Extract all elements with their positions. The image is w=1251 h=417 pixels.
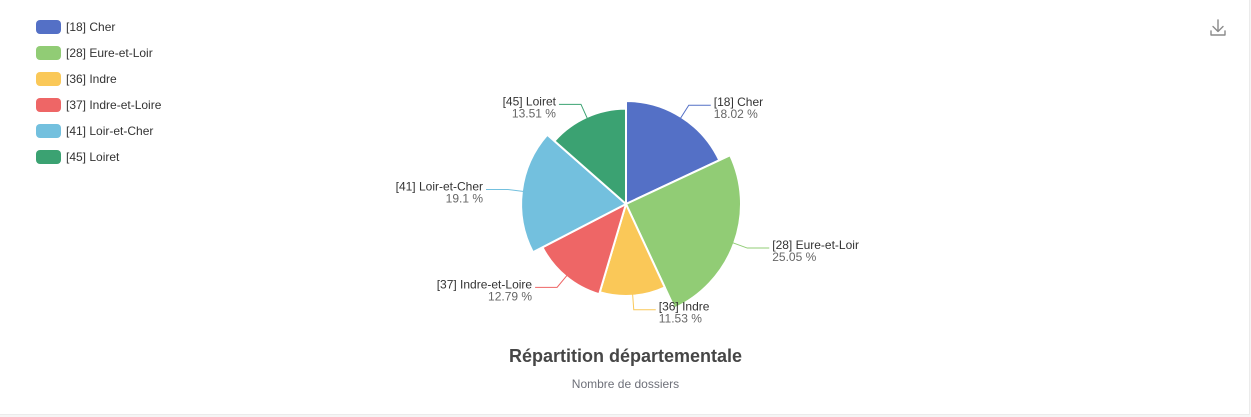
label-leader-line bbox=[558, 103, 589, 120]
legend-label: [18] Cher bbox=[66, 20, 116, 34]
legend-swatch bbox=[36, 98, 61, 112]
chart-legend: [18] Cher [28] Eure-et-Loir [36] Indre [… bbox=[36, 14, 161, 170]
legend-label: [37] Indre-et-Loire bbox=[66, 98, 162, 112]
slice-value-label: 25.05 % bbox=[772, 250, 816, 264]
slice-label: [37] Indre-et-Loire bbox=[437, 277, 533, 291]
label-leader-line bbox=[632, 293, 656, 311]
chart-title: Répartition départementale bbox=[508, 346, 743, 366]
legend-swatch bbox=[36, 150, 61, 164]
download-button[interactable] bbox=[1206, 16, 1230, 40]
legend-item-eure-et-loir[interactable]: [28] Eure-et-Loir bbox=[36, 40, 161, 66]
slice-label: [45] Loiret bbox=[503, 94, 557, 108]
label-leader-line bbox=[732, 242, 770, 249]
slice-label: [18] Cher bbox=[714, 95, 763, 109]
label-leader-line bbox=[486, 189, 524, 192]
legend-item-indre-et-loire[interactable]: [37] Indre-et-Loire bbox=[36, 92, 161, 118]
slice-value-label: 19.1 % bbox=[446, 192, 484, 206]
chart-subtitle: Nombre de dossiers bbox=[571, 377, 680, 391]
legend-label: [36] Indre bbox=[66, 72, 117, 86]
download-icon bbox=[1210, 19, 1226, 36]
legend-swatch bbox=[36, 46, 61, 60]
legend-item-cher[interactable]: [18] Cher bbox=[36, 14, 161, 40]
slice-value-label: 12.79 % bbox=[488, 289, 532, 303]
label-leader-line bbox=[535, 274, 568, 288]
legend-swatch bbox=[36, 124, 61, 138]
legend-label: [41] Loir-et-Cher bbox=[66, 124, 154, 138]
legend-swatch bbox=[36, 72, 61, 86]
slice-label: [36] Indre bbox=[659, 300, 710, 314]
slice-value-label: 11.53 % bbox=[659, 312, 702, 326]
slice-label: [28] Eure-et-Loir bbox=[772, 238, 859, 252]
slice-label: [41] Loir-et-Cher bbox=[396, 180, 483, 194]
legend-label: [45] Loiret bbox=[66, 150, 120, 164]
legend-item-indre[interactable]: [36] Indre bbox=[36, 66, 161, 92]
legend-swatch bbox=[36, 20, 61, 34]
legend-label: [28] Eure-et-Loir bbox=[66, 46, 153, 60]
slice-value-label: 13.51 % bbox=[512, 106, 556, 120]
slice-value-label: 18.02 % bbox=[714, 107, 758, 121]
label-leader-line bbox=[679, 104, 711, 119]
legend-item-loir-et-cher[interactable]: [41] Loir-et-Cher bbox=[36, 118, 161, 144]
legend-item-loiret[interactable]: [45] Loiret bbox=[36, 144, 161, 170]
